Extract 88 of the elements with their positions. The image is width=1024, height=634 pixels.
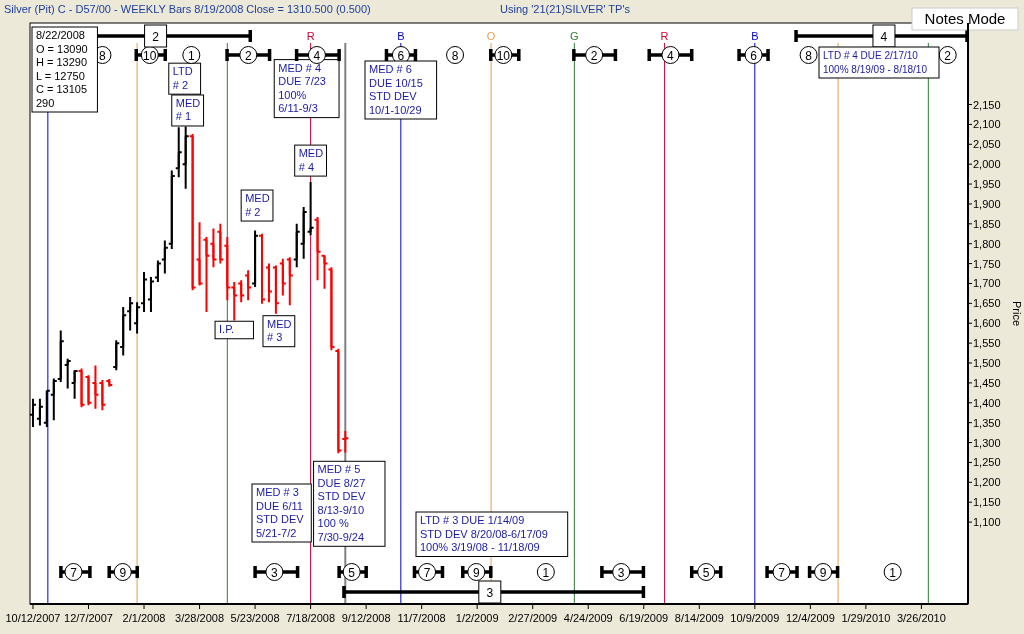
annotation: MED # 4 xyxy=(298,147,324,173)
chart-subtitle: Using '21(21)SILVER' TP's xyxy=(500,3,631,15)
x-tick-label: 12/4/2009 xyxy=(785,612,835,624)
x-tick-label: 10/12/2007 xyxy=(5,612,61,624)
x-tick-label: 11/7/2008 xyxy=(397,612,446,624)
annotation: 6 xyxy=(397,48,405,63)
x-tick-label: 5/23/2008 xyxy=(230,612,280,624)
annotation: 1 xyxy=(542,565,550,580)
annotation: 8/22/2008 O = 13090 H = 13290 L = 12750 C = 13105 290 xyxy=(36,29,88,109)
x-tick-label: 1/2/2009 xyxy=(455,612,499,624)
annotation: MED # 6 DUE 10/15 STD DEV 10/1-10/29 xyxy=(369,63,423,116)
x-tick-label: 12/7/2007 xyxy=(64,612,113,624)
annotation: 2 xyxy=(152,29,160,44)
y-axis-title: Price xyxy=(1011,300,1023,327)
y-tick-label: 2,150 xyxy=(973,98,1001,111)
annotation: LTD # 3 DUE 1/14/09 STD DEV 8/20/08-6/17/09 100% 3/19/08 - 11/18/09 xyxy=(420,514,548,553)
y-tick-label: 1,550 xyxy=(973,337,1001,350)
y-tick-label: 1,300 xyxy=(973,436,1001,449)
y-tick-label: 2,100 xyxy=(973,118,1001,131)
annotation: I.P. xyxy=(219,323,235,336)
y-tick-label: 1,250 xyxy=(973,456,1001,469)
y-tick-label: 1,400 xyxy=(973,396,1001,409)
x-tick-label: 3/28/2008 xyxy=(175,612,225,624)
x-tick-label: 7/18/2008 xyxy=(286,612,336,624)
chart-title: Silver (Pit) C - D57/00 - WEEKLY Bars 8/19/2008 Close = 1310.500 (0.500) xyxy=(4,3,371,15)
annotation: 4 xyxy=(880,29,888,44)
x-tick-label: 2/1/2008 xyxy=(122,612,166,624)
annotation: 3 xyxy=(486,585,494,600)
annotation: 8 xyxy=(99,48,107,63)
annotation: 4 xyxy=(313,48,321,63)
y-tick-label: 1,800 xyxy=(973,237,1001,250)
y-tick-label: 1,650 xyxy=(973,297,1001,310)
annotation: 6 xyxy=(750,48,758,63)
annotation: 3 xyxy=(617,565,625,580)
annotation: MED # 3 xyxy=(266,317,292,344)
annotation: MED # 3 DUE 6/11 STD DEV 5/21-7/2 xyxy=(256,486,305,539)
y-tick-label: 1,900 xyxy=(973,197,1001,210)
y-tick-label: 1,600 xyxy=(973,317,1001,330)
x-tick-label: 6/19/2009 xyxy=(619,612,669,624)
y-tick-label: 1,200 xyxy=(973,476,1001,489)
y-tick-label: 1,500 xyxy=(973,357,1001,370)
annotation: Notes Mode xyxy=(924,10,1006,27)
annotation: 3 xyxy=(271,565,279,580)
annotation: 7 xyxy=(778,565,786,580)
y-tick-label: 1,750 xyxy=(973,257,1001,270)
annotation: 9 xyxy=(472,565,480,580)
x-tick-label: 1/29/2010 xyxy=(841,612,891,624)
y-tick-label: 1,100 xyxy=(973,516,1001,529)
annotation: 4 xyxy=(667,48,675,63)
annotation: 9 xyxy=(819,565,827,580)
y-tick-label: 1,450 xyxy=(973,376,1001,389)
annotation: 1 xyxy=(889,565,897,580)
annotation: MED # 4 DUE 7/23 100% 6/11-9/3 xyxy=(278,61,326,115)
x-tick-label: 3/26/2010 xyxy=(896,612,946,624)
ref-line-label: G xyxy=(570,30,579,42)
annotation: 5 xyxy=(348,565,356,580)
annotation: 7 xyxy=(70,565,78,580)
annotation: 2 xyxy=(244,48,252,63)
y-tick-label: 1,350 xyxy=(973,416,1001,429)
annotation: MED # 2 xyxy=(245,192,270,218)
x-tick-label: 9/12/2008 xyxy=(341,612,391,624)
y-tick-label: 1,950 xyxy=(973,178,1001,191)
x-tick-label: 10/9/2009 xyxy=(730,612,780,624)
annotation: 7 xyxy=(423,565,431,580)
annotation: 9 xyxy=(119,565,127,580)
annotation: 2 xyxy=(944,48,952,63)
annotation: 8 xyxy=(451,48,459,63)
ref-line-label: R xyxy=(306,30,315,42)
x-tick-label: 8/14/2009 xyxy=(674,612,724,624)
x-tick-label: 2/27/2009 xyxy=(508,612,558,624)
y-tick-label: 2,000 xyxy=(973,158,1001,171)
y-tick-label: 1,850 xyxy=(973,217,1001,230)
annotation: MED # 1 xyxy=(175,96,201,123)
annotation: 8 xyxy=(805,48,813,63)
annotation: 2 xyxy=(590,48,598,63)
annotation: LTD # 4 DUE 2/17/10 100% 8/19/09 - 8/18/10 xyxy=(823,50,928,75)
y-tick-label: 2,050 xyxy=(973,138,1001,151)
annotation: LTD # 2 xyxy=(172,65,193,91)
ref-line-label: O xyxy=(486,30,496,42)
annotation: MED # 5 DUE 8/27 STD DEV 8/13-9/10 100 % 7/30-9/24 xyxy=(317,463,366,543)
ref-line-label: R xyxy=(660,30,669,42)
ref-line-label: B xyxy=(751,30,759,42)
y-tick-label: 1,150 xyxy=(973,496,1001,509)
y-tick-label: 1,700 xyxy=(973,277,1001,290)
ref-line-label: B xyxy=(397,30,405,42)
annotation: 5 xyxy=(702,565,710,580)
annotation: 1 xyxy=(187,48,195,63)
x-tick-label: 4/24/2009 xyxy=(563,612,613,624)
